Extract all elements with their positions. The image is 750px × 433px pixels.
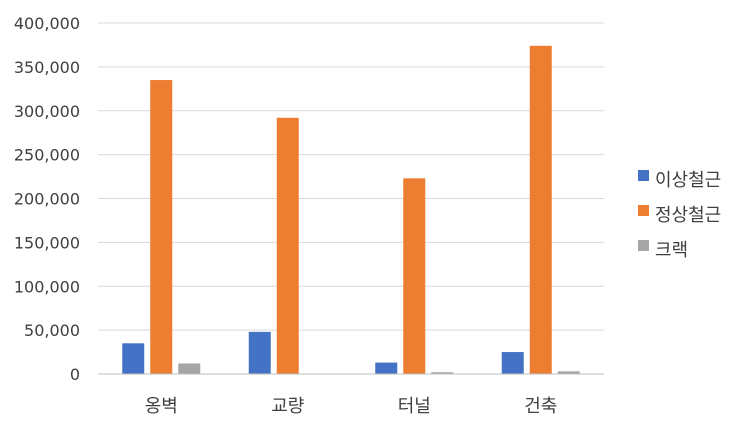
x-category-label: 옹벽 bbox=[145, 396, 178, 417]
bar bbox=[501, 352, 524, 374]
legend-label: 이상철근 bbox=[655, 170, 721, 191]
y-tick-label: 400,000 bbox=[14, 14, 80, 33]
y-tick-label: 250,000 bbox=[14, 146, 80, 165]
bar bbox=[150, 80, 173, 374]
legend-label: 크랙 bbox=[655, 240, 688, 261]
legend-swatch bbox=[638, 170, 649, 181]
y-tick-label: 150,000 bbox=[14, 233, 80, 252]
x-category-label: 터널 bbox=[398, 396, 431, 417]
x-axis-category-labels: 옹벽 교량 터널 건축 bbox=[145, 396, 558, 417]
y-tick-label: 0 bbox=[70, 365, 80, 384]
legend-label: 정상철근 bbox=[655, 205, 721, 226]
y-tick-label: 50,000 bbox=[24, 321, 80, 340]
gridlines bbox=[98, 22, 604, 331]
bar bbox=[557, 371, 580, 374]
y-tick-label: 100,000 bbox=[14, 277, 80, 296]
legend-swatch bbox=[638, 205, 649, 216]
x-category-label: 교량 bbox=[271, 396, 304, 417]
legend-swatch bbox=[638, 240, 649, 251]
bars bbox=[122, 45, 580, 375]
x-category-label: 건축 bbox=[524, 396, 557, 417]
y-tick-label: 350,000 bbox=[14, 58, 80, 77]
bar bbox=[178, 363, 201, 374]
bar bbox=[248, 331, 271, 374]
bar bbox=[431, 372, 454, 374]
y-tick-label: 200,000 bbox=[14, 190, 80, 209]
bar bbox=[529, 45, 552, 374]
bar bbox=[403, 178, 426, 374]
bar bbox=[276, 117, 299, 375]
y-tick-label: 300,000 bbox=[14, 102, 80, 121]
bar bbox=[375, 362, 398, 374]
y-axis-tick-labels: 0 50,000 100,000 150,000 200,000 250,000 300,0… bbox=[14, 14, 80, 384]
bar bbox=[122, 343, 145, 374]
